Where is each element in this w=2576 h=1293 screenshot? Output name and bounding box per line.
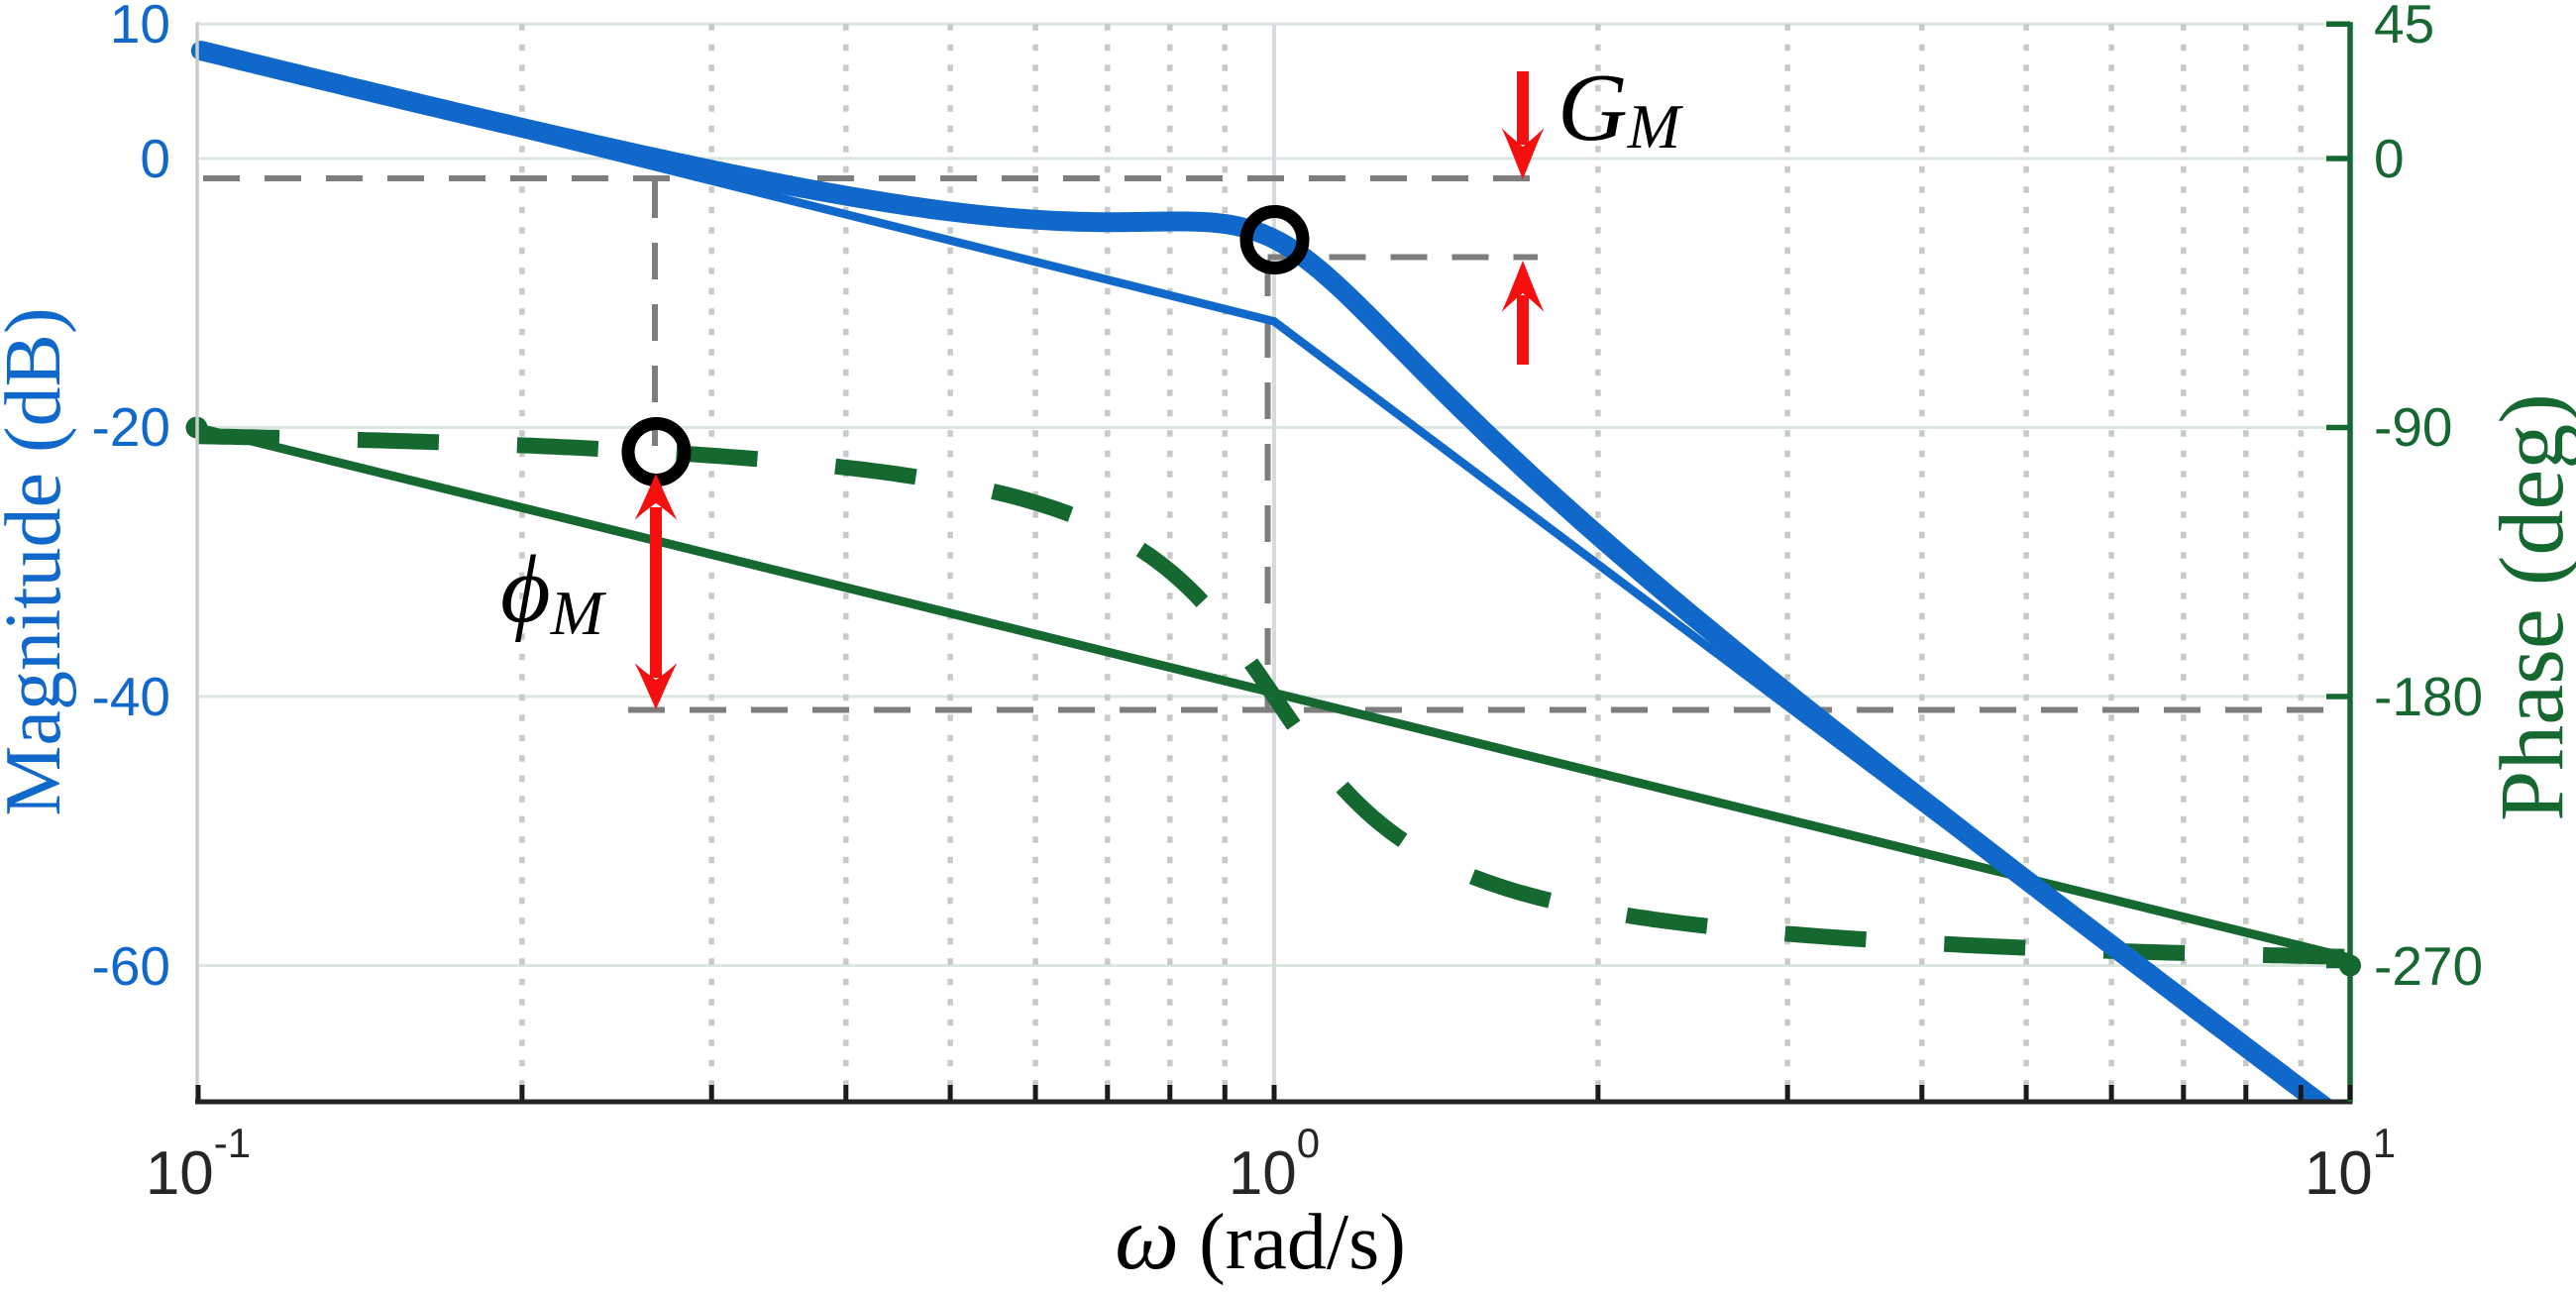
svg-text:ω (rad/s): ω (rad/s) bbox=[1115, 1187, 1406, 1288]
svg-text:0: 0 bbox=[140, 128, 170, 189]
svg-text:-270: -270 bbox=[2374, 935, 2483, 997]
svg-text:0: 0 bbox=[2374, 128, 2405, 189]
svg-text:-20: -20 bbox=[92, 396, 171, 458]
svg-text:Phase (deg): Phase (deg) bbox=[2481, 393, 2576, 821]
svg-text:45: 45 bbox=[2374, 0, 2434, 54]
svg-text:-90: -90 bbox=[2374, 396, 2453, 458]
svg-text:Magnitude (dB): Magnitude (dB) bbox=[0, 307, 77, 815]
svg-text:10: 10 bbox=[110, 0, 170, 54]
svg-text:-60: -60 bbox=[92, 935, 171, 997]
svg-text:GM: GM bbox=[1557, 54, 1684, 162]
svg-text:-180: -180 bbox=[2374, 666, 2483, 727]
svg-text:-40: -40 bbox=[92, 666, 171, 727]
